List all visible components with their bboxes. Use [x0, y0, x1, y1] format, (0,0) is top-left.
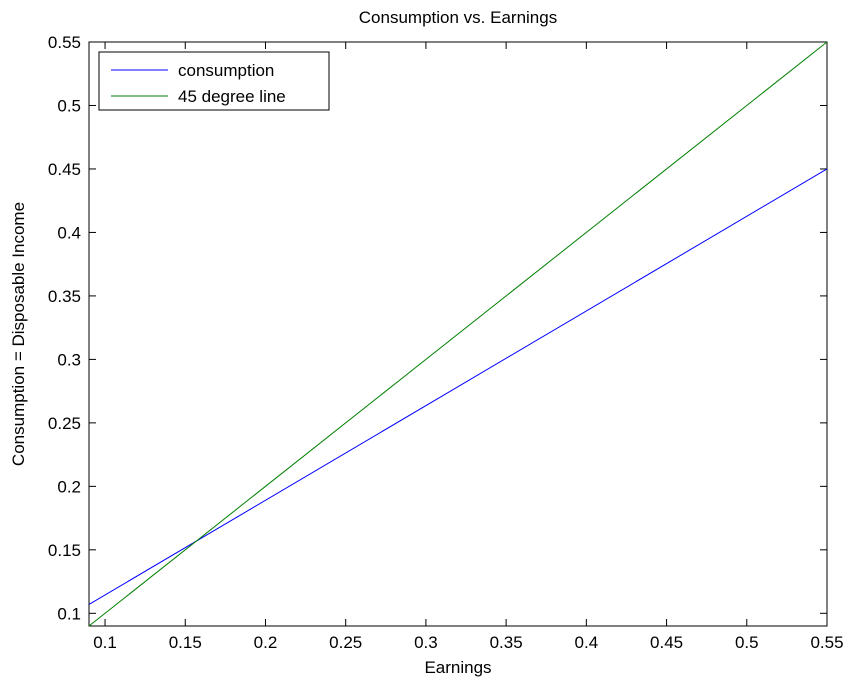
y-tick-label: 0.55	[48, 33, 81, 52]
y-tick-label: 0.45	[48, 160, 81, 179]
x-tick-label: 0.1	[93, 633, 117, 652]
y-tick-label: 0.35	[48, 287, 81, 306]
y-tick-label: 0.5	[57, 96, 81, 115]
x-tick-label: 0.4	[575, 633, 599, 652]
legend-label-consumption: consumption	[178, 61, 274, 80]
y-tick-label: 0.1	[57, 604, 81, 623]
x-tick-label: 0.3	[414, 633, 438, 652]
chart-title: Consumption vs. Earnings	[359, 8, 557, 27]
x-tick-label: 0.45	[650, 633, 683, 652]
x-tick-label: 0.25	[329, 633, 362, 652]
y-axis-title: Consumption = Disposable Income	[9, 202, 28, 466]
legend-box	[98, 51, 330, 111]
series-line-consumption	[88, 168, 828, 605]
x-tick-label: 0.5	[735, 633, 759, 652]
y-tick-label: 0.2	[57, 477, 81, 496]
legend: consumption 45 degree line	[98, 51, 330, 111]
y-tick-label: 0.3	[57, 350, 81, 369]
x-tick-label: 0.2	[254, 633, 278, 652]
x-ticks: 0.1 0.15 0.2 0.25 0.3 0.35 0.4 0.45 0.5 0.55	[93, 42, 844, 652]
series-line-45-degree-line	[88, 41, 828, 627]
legend-label-45-degree: 45 degree line	[178, 87, 286, 106]
y-tick-label: 0.15	[48, 541, 81, 560]
x-tick-label: 0.15	[169, 633, 202, 652]
y-tick-label: 0.25	[48, 414, 81, 433]
series-layer	[88, 41, 828, 627]
y-tick-label: 0.4	[57, 223, 81, 242]
x-axis-title: Earnings	[424, 658, 491, 677]
x-tick-label: 0.55	[810, 633, 843, 652]
y-ticks: 0.1 0.15 0.2 0.25 0.3 0.35 0.4 0.45 0.5 0.55	[48, 33, 827, 623]
x-tick-label: 0.35	[490, 633, 523, 652]
